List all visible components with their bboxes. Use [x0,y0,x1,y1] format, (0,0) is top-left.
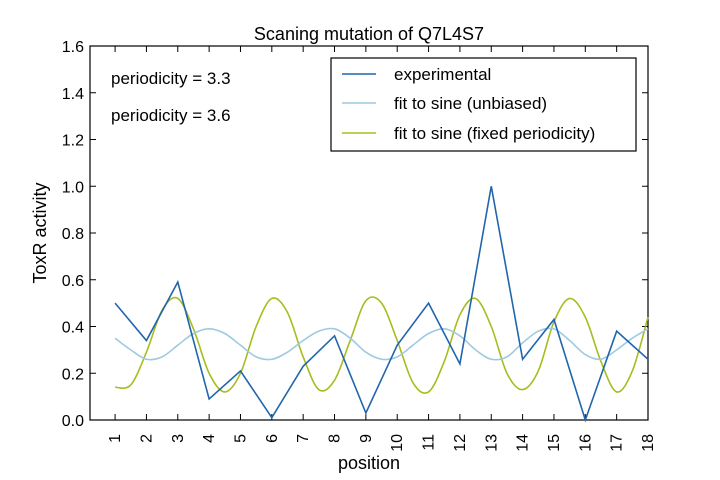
x-tick-label: 5 [232,434,249,443]
y-tick-label: 1.0 [62,179,84,196]
series-line-1 [114,327,649,361]
series-line-experimental [114,186,649,423]
x-tick-label: 7 [295,434,312,443]
chart-title: Scaning mutation of Q7L4S7 [254,24,484,44]
x-tick-label: 6 [264,434,281,443]
y-tick-label: 0.0 [62,413,84,430]
y-axis-label: ToxR activity [30,182,50,283]
x-tick-label: 13 [483,434,500,452]
x-tick-label: 15 [546,434,563,452]
tick-layer: 1 2 3 4 5 6 7 8 9 10 11 12 13 14 15 16 17 180.00.20.40.60… [62,39,657,452]
x-tick-label: 9 [358,434,375,443]
x-tick-label: 14 [515,434,532,452]
series-line-2 [114,296,649,394]
y-tick-label: 0.8 [62,226,84,243]
x-tick-label: 12 [452,434,469,452]
y-tick-label: 1.2 [62,133,84,150]
y-tick-label: 0.4 [62,320,84,337]
legend-label-unbiased: fit to sine (unbiased) [394,94,547,113]
x-tick-label: 4 [201,434,218,443]
y-tick-label: 1.4 [62,86,84,103]
legend-label-fixed: fit to sine (fixed periodicity) [394,124,595,143]
legend-box [330,57,637,152]
x-tick-label: 2 [138,434,155,443]
annotation-periodicity-unbiased: periodicity = 3.3 [111,69,231,88]
x-tick-label: 11 [421,434,438,451]
x-tick-label: 17 [609,434,626,452]
legend-label-experimental: experimental [394,65,491,84]
annotation-layer: periodicity = 3.3 periodicity = 3.6 [111,69,231,125]
legend: experimental fit to sine (unbiased) fit … [330,57,637,152]
x-tick-label: 8 [327,434,344,443]
x-tick-label: 3 [170,434,187,443]
y-tick-label: 0.6 [62,273,84,290]
series-layer [114,186,649,423]
x-tick-label: 10 [389,434,406,452]
x-tick-label: 16 [577,434,594,452]
x-tick-label: 18 [640,434,657,452]
y-tick-label: 1.6 [62,39,84,56]
y-tick-label: 0.2 [62,366,84,383]
annotation-periodicity-fixed: periodicity = 3.6 [111,106,231,125]
x-tick-label: 1 [107,434,124,443]
x-axis-label: position [338,453,400,473]
